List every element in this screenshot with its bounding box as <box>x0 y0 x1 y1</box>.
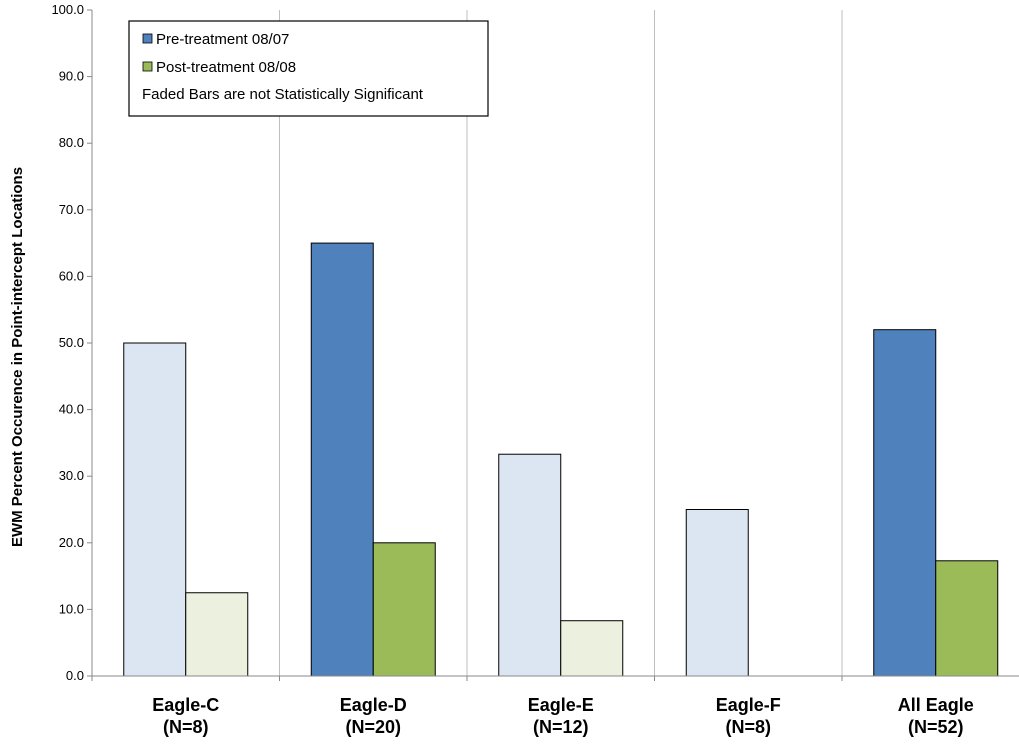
bar-all-eagle-post <box>935 560 999 677</box>
y-tick-label: 80.0 <box>59 135 84 150</box>
bar-eagle-d-post <box>372 542 436 677</box>
legend: Pre-treatment 08/07 Post-treatment 08/08… <box>128 20 489 117</box>
x-category-n-label: (N=52) <box>908 717 964 737</box>
x-category-label: All Eagle <box>898 695 974 715</box>
bar-eagle-e-post <box>560 620 624 677</box>
y-tick-label: 100.0 <box>51 2 84 17</box>
legend-label-pre-treatment: Pre-treatment 08/07 <box>156 31 289 48</box>
bar-eagle-f-pre <box>685 509 749 677</box>
bar-eagle-e-pre <box>498 453 562 677</box>
x-category-n-label: (N=12) <box>533 717 589 737</box>
legend-box <box>128 20 489 117</box>
x-category-label: Eagle-E <box>528 695 594 715</box>
y-tick-label: 70.0 <box>59 202 84 217</box>
y-tick-label: 30.0 <box>59 468 84 483</box>
y-tick-label: 40.0 <box>59 402 84 417</box>
legend-note: Faded Bars are not Statistically Signifi… <box>142 86 424 103</box>
x-category-n-label: (N=8) <box>725 717 771 737</box>
y-tick-label: 20.0 <box>59 535 84 550</box>
bar-all-eagle-pre <box>873 329 937 677</box>
x-category-label: Eagle-D <box>340 695 407 715</box>
bar-eagle-d-pre <box>310 242 374 677</box>
y-tick-label: 0.0 <box>66 668 84 683</box>
category-separators <box>279 10 843 676</box>
y-tick-label: 50.0 <box>59 335 84 350</box>
legend-label-post-treatment: Post-treatment 08/08 <box>156 59 296 76</box>
y-axis-label: EWM Percent Occurence in Point-intercept… <box>9 167 26 547</box>
bar-eagle-c-pre <box>123 342 187 677</box>
bars <box>123 242 999 677</box>
x-category-n-label: (N=20) <box>345 717 401 737</box>
x-category-n-label: (N=8) <box>163 717 209 737</box>
y-tick-label: 10.0 <box>59 601 84 616</box>
x-axis: Eagle-C(N=8)Eagle-D(N=20)Eagle-E(N=12)Ea… <box>91 675 1019 737</box>
legend-swatch-post-treatment <box>142 61 153 72</box>
legend-swatch-pre-treatment <box>142 33 153 44</box>
y-axis: 0.0 10.0 20.0 30.0 40.0 50.0 60.0 70.0 80.0 90.0 1… <box>51 2 93 683</box>
x-category-label: Eagle-C <box>152 695 219 715</box>
y-tick-label: 60.0 <box>59 268 84 283</box>
bar-eagle-c-post <box>185 592 249 677</box>
y-tick-label: 90.0 <box>59 69 84 84</box>
x-category-label: Eagle-F <box>716 695 781 715</box>
